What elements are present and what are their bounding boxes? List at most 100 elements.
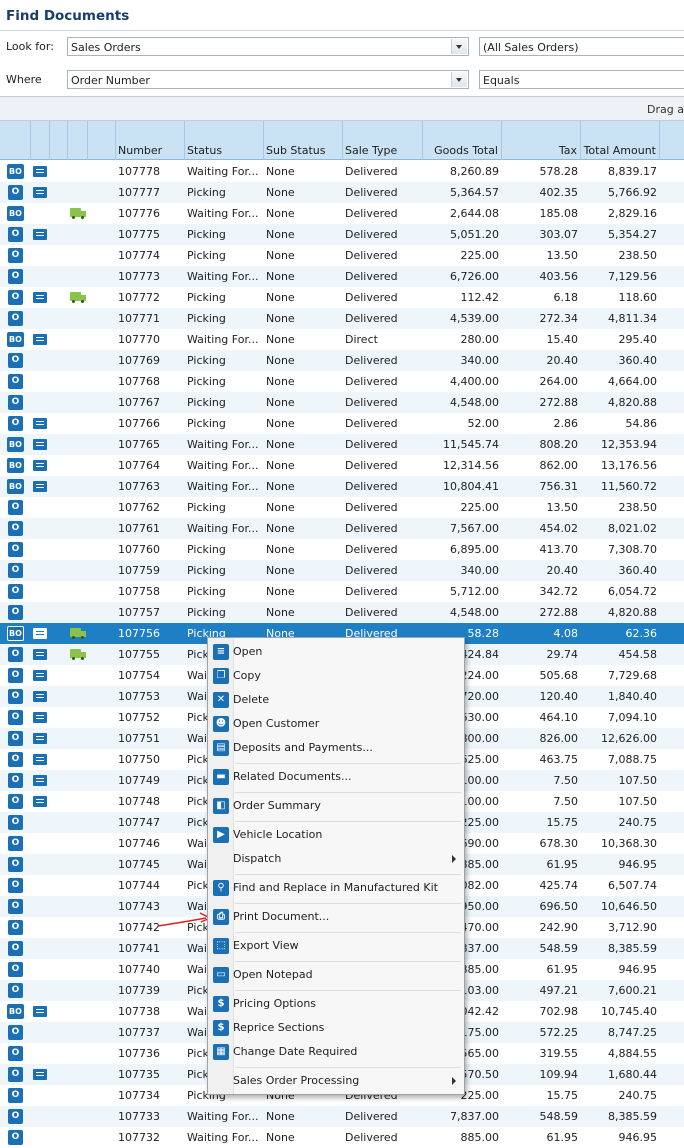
menu-item-open-notepad[interactable]: ▭ Open Notepad xyxy=(208,964,464,986)
table-row[interactable]: O 107742 Pick 470.00 242.90 3,712.90 xyxy=(0,917,684,938)
column-header-sub-status[interactable]: Sub Status xyxy=(264,121,343,160)
menu-item-find-and-replace-in-manufactured-kit[interactable]: ⚲ Find and Replace in Manufactured Kit xyxy=(208,877,464,899)
column-header-extra[interactable] xyxy=(88,121,116,160)
table-row[interactable]: O 107757 Picking None Delivered 4,548.00 272.8… xyxy=(0,602,684,623)
cell-tax: 572.25 xyxy=(539,1026,579,1039)
look-for-filter-dropdown[interactable]: (All Sales Orders) xyxy=(479,37,684,56)
table-row[interactable]: BO 107763 Waiting For... None Delivered 10,80… xyxy=(0,476,684,497)
menu-item-sales-order-processing[interactable]: Sales Order Processing xyxy=(208,1070,464,1092)
column-header-sale-type[interactable]: Sale Type xyxy=(343,121,423,160)
cell-number: 107733 xyxy=(118,1110,160,1123)
table-row-selected[interactable]: BO 107756 Picking None Delivered 58.28 4.08 62.… xyxy=(0,623,684,644)
cell-number: 107761 xyxy=(118,522,160,535)
table-row[interactable]: O 107777 Picking None Delivered 5,364.57 402.3… xyxy=(0,182,684,203)
table-row[interactable]: O 107761 Waiting For... None Delivered 7,567.… xyxy=(0,518,684,539)
cell-tax: 342.72 xyxy=(539,585,579,598)
table-row[interactable]: BO 107776 Waiting For... None Delivered 2,644… xyxy=(0,203,684,224)
column-header-type[interactable] xyxy=(0,121,31,160)
menu-item-deposits-and-payments[interactable]: ▤ Deposits and Payments... xyxy=(208,737,464,759)
table-row[interactable]: O 107769 Picking None Delivered 340.00 20.40 36… xyxy=(0,350,684,371)
table-row[interactable]: O 107775 Picking None Delivered 5,051.20 303.0… xyxy=(0,224,684,245)
table-row[interactable]: O 107752 Pick 630.00 464.10 7,094.10 xyxy=(0,707,684,728)
column-header-status[interactable]: Status xyxy=(185,121,264,160)
table-row[interactable]: O 107760 Picking None Delivered 6,895.00 413.7… xyxy=(0,539,684,560)
table-row[interactable]: O 107734 Picking None Delivered 225.00 15.75 24… xyxy=(0,1085,684,1106)
column-header-flag[interactable] xyxy=(50,121,68,160)
cell-goods-total: 112.42 xyxy=(460,291,500,304)
column-header-number[interactable]: Number xyxy=(116,121,185,160)
menu-item-order-summary[interactable]: ◧ Order Summary xyxy=(208,795,464,817)
column-header-note[interactable] xyxy=(31,121,50,160)
menu-item-vehicle-location[interactable]: ▶ Vehicle Location xyxy=(208,824,464,846)
order-icon: O xyxy=(8,248,23,263)
cell-goods-total: 4,539.00 xyxy=(450,312,499,325)
table-row[interactable]: O 107766 Picking None Delivered 52.00 2.86 54.8… xyxy=(0,413,684,434)
cell-total-amount: 8,839.17 xyxy=(608,165,657,178)
cell-status: Waiting For... xyxy=(187,165,259,178)
cell-goods-total: 630.00 xyxy=(460,711,500,724)
cell-sub-status: None xyxy=(266,354,295,367)
column-header-dispatch[interactable] xyxy=(68,121,88,160)
list-icon: ≡ xyxy=(213,644,229,660)
menu-item-open[interactable]: ≡ Open xyxy=(208,641,464,663)
cell-tax: 425.74 xyxy=(539,879,579,892)
menu-item-change-date-required[interactable]: ▦ Change Date Required xyxy=(208,1041,464,1063)
cell-status: Pick xyxy=(187,774,209,787)
where-operator-dropdown[interactable]: Equals xyxy=(479,70,684,89)
table-row[interactable]: O 107774 Picking None Delivered 225.00 13.50 23… xyxy=(0,245,684,266)
table-row[interactable]: BO 107764 Waiting For... None Delivered 12,31… xyxy=(0,455,684,476)
menu-item-open-customer[interactable]: ☻ Open Customer xyxy=(208,713,464,735)
table-row[interactable]: BO 107765 Waiting For... None Delivered 11,54… xyxy=(0,434,684,455)
cell-tax: 242.90 xyxy=(539,921,579,934)
table-row[interactable]: O 107767 Picking None Delivered 4,548.00 272.8… xyxy=(0,392,684,413)
menu-item-delete[interactable]: ✕ Delete xyxy=(208,689,464,711)
table-row[interactable]: O 107771 Picking None Delivered 4,539.00 272.3… xyxy=(0,308,684,329)
table-row[interactable]: O 107740 Wait 885.00 61.95 946.95 xyxy=(0,959,684,980)
chevron-down-icon[interactable] xyxy=(451,72,467,87)
menu-item-export-view[interactable]: ⬚ Export View xyxy=(208,935,464,957)
where-dropdown[interactable]: Order Number xyxy=(67,70,469,89)
table-row[interactable]: O 107762 Picking None Delivered 225.00 13.50 23… xyxy=(0,497,684,518)
table-row[interactable]: BO 107738 Wait 042.42 702.98 10,745.40 xyxy=(0,1001,684,1022)
cell-number: 107755 xyxy=(118,648,160,661)
table-row[interactable]: O 107744 Pick 082.00 425.74 6,507.74 xyxy=(0,875,684,896)
table-row[interactable]: O 107748 Pick 100.00 7.50 107.50 xyxy=(0,791,684,812)
table-row[interactable]: O 107768 Picking None Delivered 4,400.00 264.0… xyxy=(0,371,684,392)
chevron-down-icon[interactable] xyxy=(451,39,467,54)
table-row[interactable]: O 107754 Wait 224.00 505.68 7,729.68 xyxy=(0,665,684,686)
column-header-goods-total[interactable]: Goods Total xyxy=(423,121,502,160)
table-row[interactable]: O 107759 Picking None Delivered 340.00 20.40 36… xyxy=(0,560,684,581)
order-icon: O xyxy=(8,836,23,851)
table-row[interactable]: BO 107770 Waiting For... None Direct 280.00 15… xyxy=(0,329,684,350)
cell-status: Wait xyxy=(187,963,212,976)
menu-item-copy[interactable]: ❐ Copy xyxy=(208,665,464,687)
note-icon xyxy=(33,649,47,660)
cell-total-amount: 10,368.30 xyxy=(601,837,657,850)
table-row[interactable]: O 107772 Picking None Delivered 112.42 6.18 118… xyxy=(0,287,684,308)
cell-number: 107747 xyxy=(118,816,160,829)
cell-number: 107770 xyxy=(118,333,160,346)
table-row[interactable]: O 107733 Waiting For... None Delivered 7,837.… xyxy=(0,1106,684,1127)
look-for-dropdown[interactable]: Sales Orders xyxy=(67,37,469,56)
menu-item-pricing-options[interactable]: $ Pricing Options xyxy=(208,993,464,1015)
column-header-tax[interactable]: Tax xyxy=(502,121,581,160)
menu-item-dispatch[interactable]: Dispatch xyxy=(208,848,464,870)
column-header-total-amount[interactable]: Total Amount xyxy=(581,121,660,160)
menu-separator xyxy=(235,1067,461,1068)
cell-status: Waiting For... xyxy=(187,333,259,346)
table-row[interactable]: O 107736 Pick 565.00 319.55 4,884.55 xyxy=(0,1043,684,1064)
table-row[interactable]: O 107750 Pick 625.00 463.75 7,088.75 xyxy=(0,749,684,770)
table-row[interactable]: O 107758 Picking None Delivered 5,712.00 342.7… xyxy=(0,581,684,602)
note-icon xyxy=(33,670,47,681)
table-row[interactable]: O 107773 Waiting For... None Delivered 6,726.… xyxy=(0,266,684,287)
group-by-drag-bar[interactable]: Drag a xyxy=(0,96,684,121)
cell-sub-status: None xyxy=(266,627,295,640)
table-row[interactable]: O 107746 Wait 690.00 678.30 10,368.30 xyxy=(0,833,684,854)
payments-icon: ▤ xyxy=(213,740,229,756)
cell-number: 107762 xyxy=(118,501,160,514)
menu-item-related-documents[interactable]: ▬ Related Documents... xyxy=(208,766,464,788)
order-icon: O xyxy=(8,1046,23,1061)
table-row[interactable]: BO 107778 Waiting For... None Delivered 8,260… xyxy=(0,161,684,182)
menu-item-reprice-sections[interactable]: $ Reprice Sections xyxy=(208,1017,464,1039)
menu-item-print-document[interactable]: ⎙ Print Document... xyxy=(208,906,464,928)
